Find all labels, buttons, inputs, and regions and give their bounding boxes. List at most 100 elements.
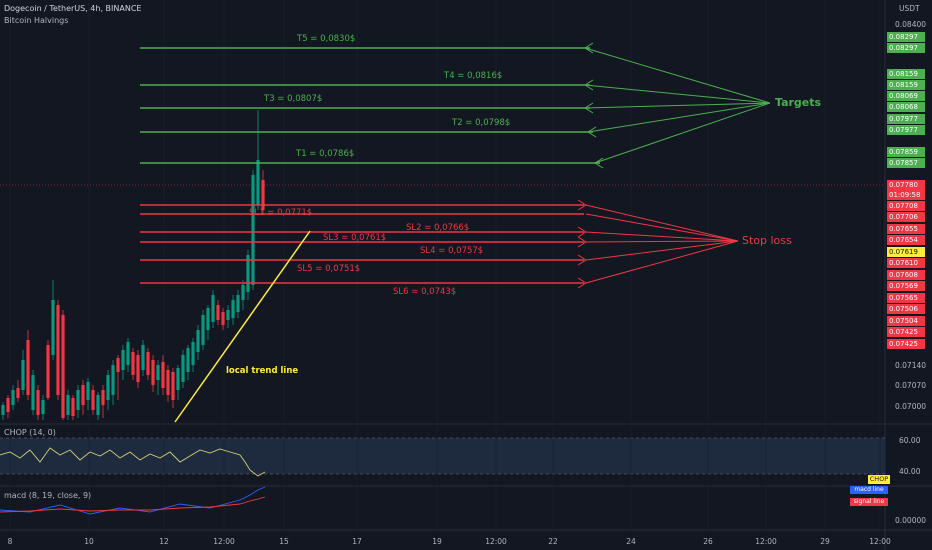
price-tick: 0.07000 <box>895 402 927 411</box>
candle <box>226 310 230 320</box>
price-label-badge: 0.07425 <box>887 339 925 349</box>
price-label-badge: 0.07977 <box>887 114 925 124</box>
target-label: T2 = 0,0798$ <box>452 118 511 128</box>
candle <box>171 372 175 400</box>
candle <box>106 375 110 400</box>
price-label-badge: 0.07706 <box>887 212 925 222</box>
local-trend-line <box>174 230 311 423</box>
candle <box>246 255 250 292</box>
candle <box>236 295 240 312</box>
macd-line <box>0 486 266 515</box>
candle <box>81 385 85 405</box>
candle <box>71 398 75 416</box>
price-label-badge: 0.08159 <box>887 80 925 90</box>
chop-indicator-title[interactable]: CHOP (14, 0) <box>4 428 56 437</box>
signal-line <box>0 496 266 513</box>
price-tick: 0.08400 <box>895 20 927 29</box>
price-label-badge: 0.07506 <box>887 304 925 314</box>
signal-line-badge: signal line <box>850 498 888 506</box>
price-tick: 0.07070 <box>895 381 927 390</box>
time-tick: 12:00 <box>485 537 507 546</box>
candle <box>101 390 105 405</box>
candle <box>151 360 155 385</box>
time-tick: 12:00 <box>869 537 891 546</box>
candle <box>131 352 135 375</box>
stop-loss-label: SL6 = 0,0743$ <box>393 287 457 297</box>
candle <box>86 382 90 400</box>
candle <box>261 180 265 210</box>
candle <box>141 345 145 370</box>
macd-indicator-title[interactable]: macd (8, 19, close, 9) <box>4 491 92 500</box>
candle <box>21 360 25 390</box>
candle <box>136 355 140 382</box>
price-label-badge: 01:09:58 <box>887 190 925 200</box>
candle <box>181 355 185 382</box>
candle <box>186 348 190 372</box>
candle <box>26 340 30 395</box>
candle <box>211 295 215 322</box>
chop-tick: 60.00 <box>899 436 921 445</box>
time-tick: 12:00 <box>755 537 777 546</box>
candle <box>201 315 205 345</box>
candle <box>16 388 20 398</box>
candle <box>256 160 260 205</box>
price-label-badge: 0.07565 <box>887 293 925 303</box>
price-label-badge: 0.07608 <box>887 270 925 280</box>
candle <box>51 300 55 355</box>
stop-loss-label: SL3 = 0,0761$ <box>323 233 387 243</box>
candle <box>176 368 180 390</box>
candle <box>31 375 35 410</box>
chop-tick: 40.00 <box>899 467 921 476</box>
candle <box>146 352 150 375</box>
price-label-badge: 0.07977 <box>887 125 925 135</box>
candle <box>76 390 80 410</box>
time-tick: 29 <box>820 537 830 546</box>
candle <box>46 345 50 398</box>
candle <box>1 405 5 415</box>
chop-band <box>0 438 885 474</box>
price-label-badge: 0.07569 <box>887 281 925 291</box>
price-label-badge: 0.08297 <box>887 32 925 42</box>
price-label-badge: 0.07504 <box>887 316 925 326</box>
candle <box>61 315 65 418</box>
time-tick: 8 <box>7 537 13 546</box>
candle <box>231 300 235 318</box>
symbol-title[interactable]: Dogecoin / TetherUS, 4h, BINANCE <box>4 4 142 13</box>
bitcoin-halvings-indicator[interactable]: Bitcoin Halvings <box>4 16 69 25</box>
target-label: T4 = 0,0816$ <box>444 71 503 81</box>
chop-value-badge: CHOP <box>868 475 890 484</box>
candle <box>126 342 130 365</box>
price-label-badge: 0.08297 <box>887 43 925 53</box>
candle <box>241 285 245 300</box>
time-tick: 12 <box>159 537 169 546</box>
time-tick: 24 <box>626 537 636 546</box>
candle <box>91 390 95 410</box>
price-label-badge: 0.07425 <box>887 327 925 337</box>
time-tick: 22 <box>548 537 558 546</box>
target-label: T1 = 0,0786$ <box>296 149 355 159</box>
price-label-badge: 0.07655 <box>887 224 925 234</box>
candle <box>121 350 125 370</box>
candle <box>11 390 15 405</box>
candle <box>196 330 200 352</box>
price-label-badge: 0.07708 <box>887 201 925 211</box>
stop-loss-label: Stop loss <box>742 234 792 247</box>
price-label-badge: 0.08068 <box>887 102 925 112</box>
candle <box>216 305 220 320</box>
stop-loss-label: SL4 = 0,0757$ <box>420 246 484 256</box>
candle <box>161 362 165 388</box>
currency-label: USDT <box>899 4 920 13</box>
candle <box>56 305 60 395</box>
price-label-badge: 0.07859 <box>887 147 925 157</box>
time-tick: 12:00 <box>213 537 235 546</box>
candle <box>221 312 225 325</box>
candle <box>6 398 10 412</box>
price-label-badge: 0.07857 <box>887 158 925 168</box>
candle <box>166 370 170 395</box>
macd-tick: 0.00000 <box>895 516 927 525</box>
price-label-badge: 0.08069 <box>887 91 925 101</box>
stop-loss-label: SL5 = 0,0751$ <box>297 264 361 274</box>
candle <box>96 395 100 415</box>
price-label-badge: 0.07610 <box>887 258 925 268</box>
